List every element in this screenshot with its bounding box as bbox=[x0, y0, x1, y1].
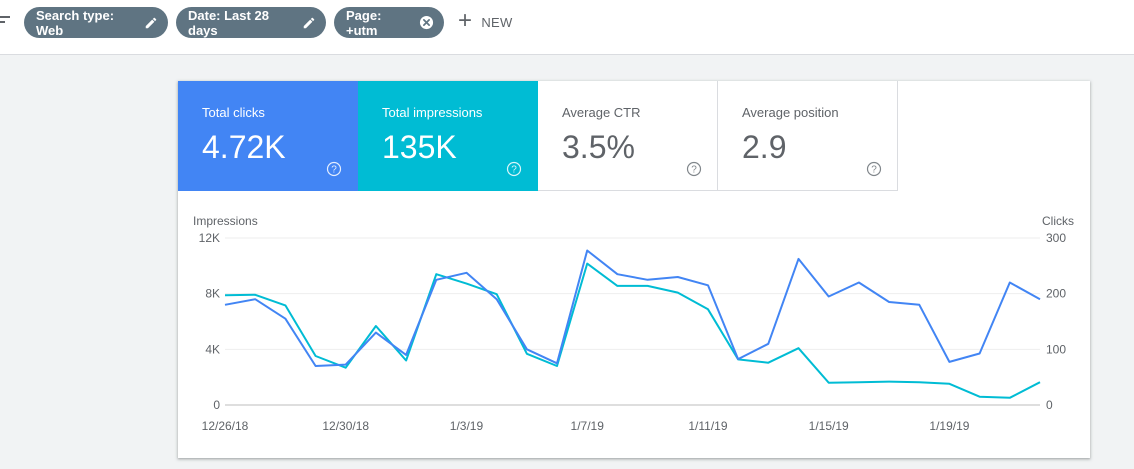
svg-text:?: ? bbox=[511, 165, 517, 176]
new-filter-button[interactable]: + NEW bbox=[458, 8, 513, 36]
help-icon[interactable]: ? bbox=[866, 161, 882, 177]
plus-icon: + bbox=[458, 7, 473, 34]
new-filter-label: NEW bbox=[481, 14, 513, 30]
chip-label: Page: +utm bbox=[346, 7, 382, 38]
metric-value: 4.72K bbox=[202, 129, 286, 165]
x-tick-label: 1/19/19 bbox=[929, 419, 969, 433]
y2-tick-label: 300 bbox=[1046, 231, 1066, 245]
help-icon[interactable]: ? bbox=[326, 161, 342, 177]
help-icon[interactable]: ? bbox=[686, 161, 702, 177]
chip-label: Date: Last 28 days bbox=[188, 7, 269, 38]
filter-chip-page[interactable]: Page: +utm bbox=[334, 7, 444, 38]
pencil-icon[interactable] bbox=[302, 16, 316, 30]
svg-text:?: ? bbox=[871, 165, 877, 176]
left-axis-title: Impressions bbox=[193, 214, 258, 228]
metric-total-impressions[interactable]: Total impressions 135K ? bbox=[358, 81, 538, 191]
metric-average-position[interactable]: Average position 2.9 ? bbox=[718, 81, 898, 191]
y-tick-label: 0 bbox=[213, 398, 220, 412]
close-circle-icon[interactable] bbox=[419, 15, 434, 30]
x-tick-label: 1/11/19 bbox=[688, 419, 727, 433]
svg-text:?: ? bbox=[331, 165, 337, 176]
y-tick-label: 12K bbox=[199, 231, 220, 245]
metric-value: 135K bbox=[382, 129, 457, 165]
series-line-impressions bbox=[224, 249, 1041, 367]
metric-label: Total impressions bbox=[382, 105, 483, 120]
filter-bar: Search type: Web Date: Last 28 days Page… bbox=[0, 0, 1134, 55]
chip-label: Search type: Web bbox=[36, 7, 115, 38]
metric-average-ctr[interactable]: Average CTR 3.5% ? bbox=[538, 81, 718, 191]
x-tick-label: 12/30/18 bbox=[322, 419, 369, 433]
metric-label: Average position bbox=[742, 105, 839, 120]
right-axis-title: Clicks bbox=[1042, 214, 1074, 228]
filter-chip-date[interactable]: Date: Last 28 days bbox=[176, 7, 326, 38]
help-icon[interactable]: ? bbox=[506, 161, 522, 177]
metric-total-clicks[interactable]: Total clicks 4.72K ? bbox=[178, 81, 358, 191]
x-tick-label: 1/3/19 bbox=[450, 419, 484, 433]
svg-text:?: ? bbox=[691, 165, 697, 176]
y2-tick-label: 0 bbox=[1046, 398, 1053, 412]
filter-icon[interactable] bbox=[0, 15, 10, 29]
metric-label: Total clicks bbox=[202, 105, 265, 120]
x-tick-label: 1/15/19 bbox=[809, 419, 849, 433]
pencil-icon[interactable] bbox=[144, 16, 158, 30]
y2-tick-label: 200 bbox=[1046, 287, 1066, 301]
y2-tick-label: 100 bbox=[1046, 342, 1066, 356]
y-tick-label: 8K bbox=[205, 287, 220, 301]
line-chart[interactable]: 0 0 4K 100 8K 200 12K 300 12/26/18 12/30/18 1/3/19… bbox=[178, 191, 1090, 458]
x-tick-label: 12/26/18 bbox=[202, 419, 249, 433]
performance-card: Total clicks 4.72K ? Total impressions 1… bbox=[178, 81, 1090, 458]
series-line-clicks bbox=[224, 262, 1041, 399]
x-tick-label: 1/7/19 bbox=[571, 419, 605, 433]
filter-chip-search-type[interactable]: Search type: Web bbox=[24, 7, 168, 38]
metric-label: Average CTR bbox=[562, 105, 641, 120]
y-tick-label: 4K bbox=[205, 342, 220, 356]
metric-value: 2.9 bbox=[742, 129, 787, 165]
performance-chart: Impressions Clicks 0 0 4K 100 8K 200 12K 300 12/… bbox=[178, 191, 1090, 458]
metric-value: 3.5% bbox=[562, 129, 635, 165]
